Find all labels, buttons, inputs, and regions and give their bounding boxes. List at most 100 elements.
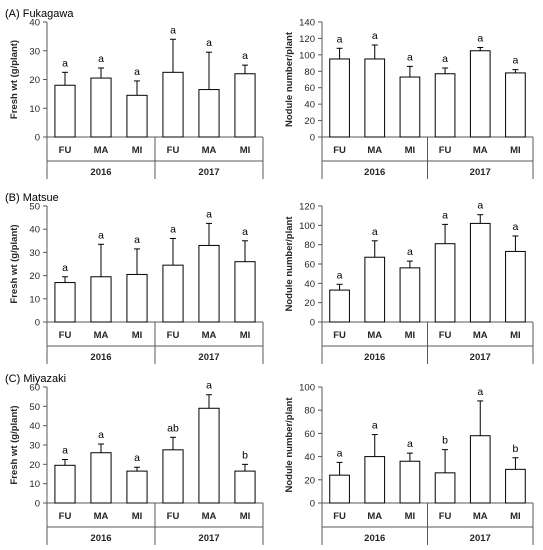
bar-2016-FU (54, 464, 76, 504)
bar-2017-MA (198, 407, 220, 504)
category-label: MA (367, 511, 382, 522)
significance-letter: a (134, 234, 140, 246)
y-tick-label: 60 (29, 383, 40, 394)
y-tick-label: 60 (304, 429, 315, 440)
category-label: MI (240, 511, 251, 522)
y-tick-label: 40 (29, 421, 40, 432)
group-label: 2016 (364, 352, 385, 363)
category-label: FU (59, 511, 72, 522)
bar-2017-MA (469, 222, 491, 323)
bar-2016-MA (90, 452, 112, 504)
category-label: FU (439, 330, 452, 341)
significance-letter: a (206, 208, 212, 220)
bar-2016-FU (54, 282, 76, 323)
category-label: MA (367, 330, 382, 341)
significance-letter: a (477, 32, 483, 44)
bar-2017-MI (234, 261, 256, 323)
group-label: 2016 (364, 533, 385, 544)
group-label: 2016 (364, 167, 385, 178)
y-tick-label: 0 (35, 499, 40, 510)
bar-2016-MA (364, 256, 386, 323)
bar-2016-FU (329, 58, 350, 138)
significance-letter: a (206, 380, 212, 392)
group-label: 2017 (470, 352, 491, 363)
significance-letter: a (98, 229, 104, 241)
significance-letter: a (337, 447, 343, 459)
bar-2017-MA (469, 50, 491, 138)
category-label: MI (132, 145, 143, 156)
y-axis-label: Fresh wt (g/plant) (9, 224, 20, 303)
bar-2017-FU (434, 243, 456, 323)
bar-2016-MI (126, 94, 148, 138)
significance-letter: a (242, 226, 248, 238)
y-tick-label: 0 (310, 133, 315, 144)
significance-letter: ab (167, 422, 179, 434)
y-axis-label: Nodule number/plant (284, 216, 295, 312)
y-tick-label: 120 (299, 202, 315, 213)
group-label: 2017 (198, 352, 219, 363)
y-tick-label: 120 (299, 34, 315, 45)
chart-panel-a-fresh-weight: (A) Fukagawa Fresh wt (g/plant) 0 10 20 30 40 2… (5, 8, 264, 179)
bar-2016-MI (399, 460, 421, 504)
group-label: 2016 (90, 167, 111, 178)
category-label: FU (167, 511, 180, 522)
category-label: MA (202, 145, 217, 156)
category-label: MA (94, 511, 109, 522)
category-label: FU (59, 145, 72, 156)
bar-2017-MA (198, 89, 220, 138)
y-tick-label: 0 (35, 133, 40, 144)
significance-letter: a (206, 37, 212, 49)
panel-title: (C) Miyazaki (5, 373, 66, 385)
category-label: FU (167, 330, 180, 341)
category-label: MI (510, 511, 521, 522)
significance-letter: a (170, 24, 176, 36)
y-tick-label: 100 (299, 221, 315, 232)
y-tick-label: 60 (304, 83, 315, 94)
category-label: MI (240, 330, 251, 341)
significance-letter: b (442, 435, 448, 447)
bar-2016-MA (90, 276, 112, 323)
panel-title: (A) Fukagawa (5, 8, 74, 20)
y-tick-label: 10 (29, 294, 40, 305)
y-tick-label: 20 (29, 75, 40, 86)
significance-letter: a (337, 269, 343, 281)
group-label: 2017 (470, 533, 491, 544)
y-tick-label: 100 (299, 50, 315, 61)
y-tick-label: 30 (29, 248, 40, 259)
group-label: 2017 (198, 167, 219, 178)
bar-2016-FU (329, 474, 350, 504)
bar-2017-MA (198, 244, 220, 323)
y-tick-label: 80 (304, 406, 315, 417)
bar-2017-MI (505, 468, 526, 504)
significance-letter: a (512, 221, 518, 233)
bar-2016-MI (126, 273, 148, 323)
y-tick-label: 20 (304, 116, 315, 127)
chart-panel-b-fresh-weight: (B) Matsue Fresh wt (g/plant) 0 10 20 30 40 50 2… (5, 192, 264, 364)
y-tick-label: 100 (299, 383, 315, 394)
category-label: FU (439, 511, 452, 522)
significance-letter: a (477, 386, 483, 398)
y-tick-label: 0 (35, 318, 40, 329)
bar-2017-FU (162, 264, 184, 323)
significance-letter: a (242, 50, 248, 62)
y-tick-label: 10 (29, 104, 40, 115)
y-tick-label: 20 (304, 475, 315, 486)
y-tick-label: 40 (29, 225, 40, 236)
category-label: FU (333, 511, 346, 522)
significance-letter: a (407, 246, 413, 258)
y-tick-label: 30 (29, 441, 40, 452)
y-tick-label: 40 (29, 18, 40, 29)
significance-letter: a (62, 445, 68, 457)
bar-2016-MA (364, 456, 386, 504)
panel-title: (B) Matsue (5, 192, 59, 204)
category-label: FU (439, 145, 452, 156)
y-tick-label: 50 (29, 402, 40, 413)
significance-letter: a (512, 55, 518, 67)
y-tick-label: 20 (29, 271, 40, 282)
chart-panel-b-nodule-number: Nodule number/plant 0 20 40 60 80 100 120 2016 a F… (284, 200, 534, 364)
significance-letter: a (442, 209, 448, 221)
significance-letter: a (62, 57, 68, 69)
category-label: FU (333, 330, 346, 341)
category-label: MA (94, 145, 109, 156)
